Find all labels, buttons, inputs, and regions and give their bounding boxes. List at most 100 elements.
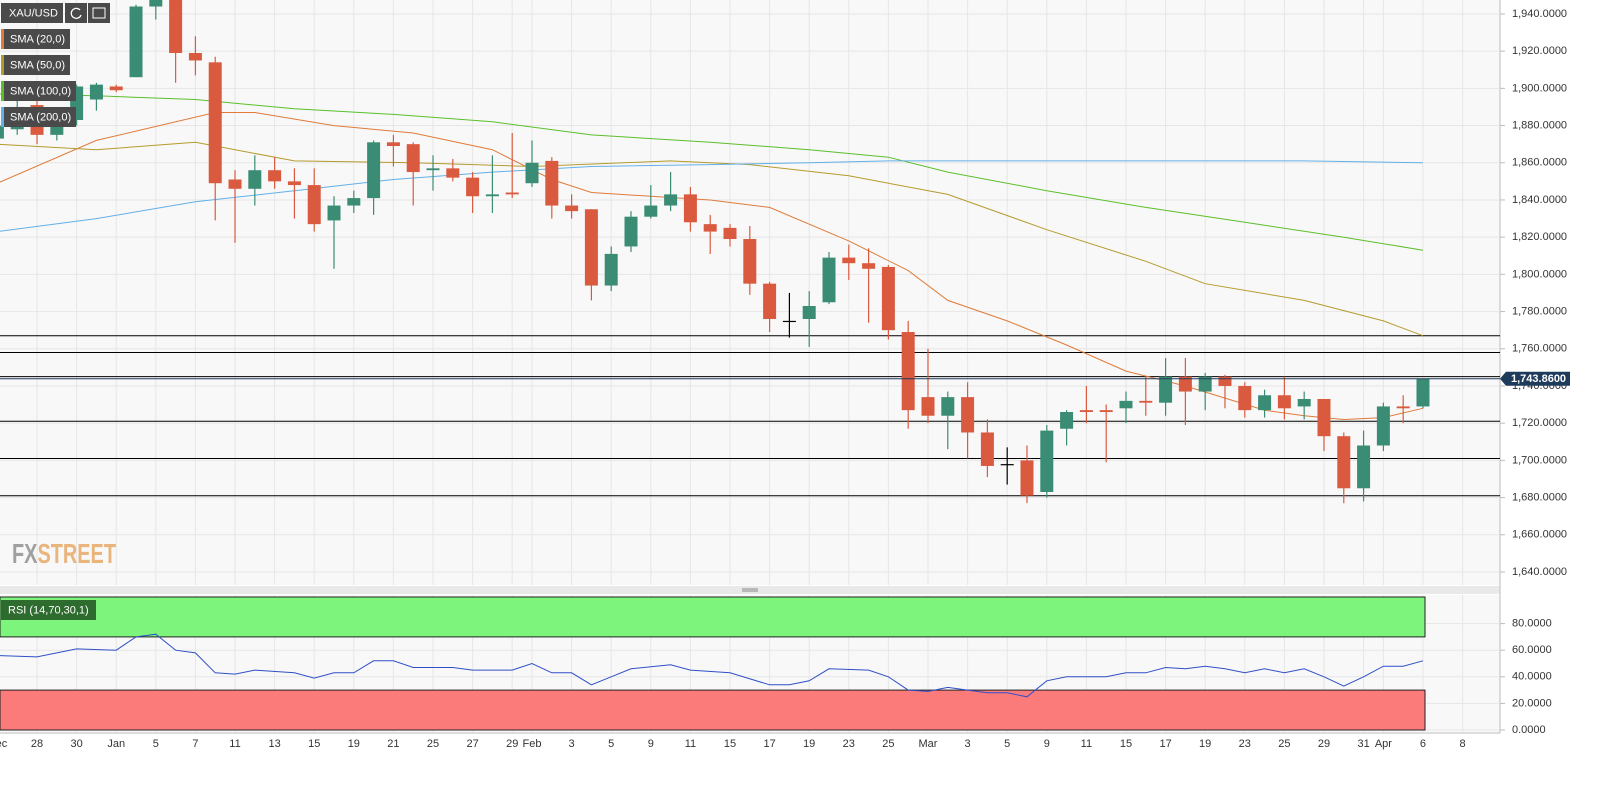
y-tick-label: 1,760.0000 <box>1512 343 1567 355</box>
candle-body <box>386 142 400 147</box>
candle-body <box>1159 376 1173 403</box>
candle-body <box>565 205 579 212</box>
candle-body <box>1297 398 1311 407</box>
legend-swatch <box>1 107 4 127</box>
candle-body <box>624 216 638 247</box>
x-tick-label: Feb <box>523 738 542 750</box>
refresh-button[interactable] <box>65 3 87 23</box>
settings-icon <box>92 7 106 19</box>
axes: 1,640.0000 1,660.0000 1,680.0000 1,700.0000… <box>0 8 1570 750</box>
candle-body <box>1020 460 1034 496</box>
rsi-zone <box>0 596 1426 638</box>
legend-label: SMA (100,0) <box>10 85 71 97</box>
candle-body <box>961 397 975 433</box>
x-tick-label: 5 <box>608 738 614 750</box>
candle-body <box>1198 376 1212 392</box>
settings-button[interactable] <box>88 3 110 23</box>
legend-box[interactable] <box>1 107 76 127</box>
x-tick-label: 8 <box>1460 738 1466 750</box>
legend-box[interactable] <box>1 81 76 101</box>
candle-body <box>941 397 955 416</box>
x-tick-label: 21 <box>387 738 399 750</box>
candle-body <box>743 239 757 284</box>
y-tick-label: 80.0000 <box>1512 618 1552 630</box>
pane-separator[interactable] <box>0 586 1500 594</box>
candle-body <box>208 62 222 184</box>
x-tick-label: 28 <box>31 738 43 750</box>
y-tick-label: 1,660.0000 <box>1512 529 1567 541</box>
candle-body <box>862 263 876 269</box>
candle-body <box>485 194 499 197</box>
x-tick-label: 6 <box>1420 738 1426 750</box>
y-tick-label: 0.0000 <box>1512 724 1546 736</box>
x-tick-label: 5 <box>153 738 159 750</box>
candle-body <box>327 205 341 221</box>
last-price-box <box>1500 371 1570 386</box>
rsi-line <box>0 633 1424 698</box>
candle-body <box>604 253 618 286</box>
legend-label: SMA (50,0) <box>10 59 65 71</box>
candle-body <box>584 209 598 286</box>
x-tick-label: Apr <box>1375 738 1392 750</box>
watermark-part: FX <box>12 538 38 569</box>
x-tick-label: 31 <box>1357 738 1369 750</box>
x-tick-label: 30 <box>70 738 82 750</box>
candle-body <box>446 168 460 178</box>
y-tick-label: 1,940.0000 <box>1512 8 1567 20</box>
candle-body <box>921 397 935 416</box>
x-tick-label: 11 <box>1081 738 1092 750</box>
x-tick-label: 29 <box>506 738 518 750</box>
y-tick-label: 1,800.0000 <box>1512 268 1567 280</box>
sma-line <box>0 93 1424 251</box>
candle-body <box>1000 464 1014 466</box>
candle-body <box>901 332 915 411</box>
rsi-legend-box[interactable] <box>1 600 96 620</box>
legend-label: SMA (20,0) <box>10 33 65 45</box>
y-tick-label: 1,820.0000 <box>1512 231 1567 243</box>
candle-body <box>129 6 143 78</box>
y-tick-label: 1,840.0000 <box>1512 194 1567 206</box>
y-tick-label: 1,880.0000 <box>1512 119 1567 131</box>
candle-body <box>228 179 242 189</box>
y-tick-label: 40.0000 <box>1512 671 1552 683</box>
x-tick-label: 25 <box>1278 738 1290 750</box>
legend-box[interactable] <box>1 55 70 75</box>
y-tick-label: 1,640.0000 <box>1512 566 1567 578</box>
y-tick-label: 20.0000 <box>1512 697 1552 709</box>
grid <box>0 0 1500 732</box>
watermark-part: STREET <box>37 538 116 569</box>
legend: XAU/USD SMA (20,0) SMA (50,0) SMA (100,0) S… <box>1 3 110 620</box>
symbol-box[interactable] <box>1 3 63 23</box>
symbol: XAU/USD <box>9 7 58 19</box>
candle-body <box>287 181 301 186</box>
candle-body <box>802 305 816 320</box>
x-tick-label: 27 <box>466 738 478 750</box>
legend-swatch <box>1 81 4 101</box>
x-tick-label: Dec <box>0 738 8 750</box>
candle-body <box>1218 376 1232 386</box>
x-tick-label: 11 <box>229 738 240 750</box>
x-tick-label: 11 <box>685 738 696 750</box>
candle-body <box>1079 410 1093 413</box>
candle-body <box>980 432 994 466</box>
candle-body <box>169 0 183 54</box>
legend-swatch <box>1 55 4 75</box>
candle-body <box>1238 385 1252 411</box>
rsi-zone <box>0 689 1426 731</box>
x-tick-label: 17 <box>763 738 775 750</box>
separator-handle <box>742 588 758 592</box>
candle-body <box>644 205 658 217</box>
candle-body <box>406 144 420 173</box>
candle-body <box>1337 436 1351 489</box>
x-tick-label: 19 <box>803 738 815 750</box>
y-tick-label: 1,680.0000 <box>1512 491 1567 503</box>
legend-swatch <box>1 29 4 49</box>
candle-body <box>842 257 856 264</box>
candle-body <box>426 168 440 171</box>
legend-box[interactable] <box>1 29 70 49</box>
x-tick-label: 3 <box>569 738 575 750</box>
candle-body <box>1416 378 1430 407</box>
x-tick-label: 13 <box>268 738 280 750</box>
x-tick-label: 19 <box>348 738 360 750</box>
candle-body <box>1376 406 1390 446</box>
